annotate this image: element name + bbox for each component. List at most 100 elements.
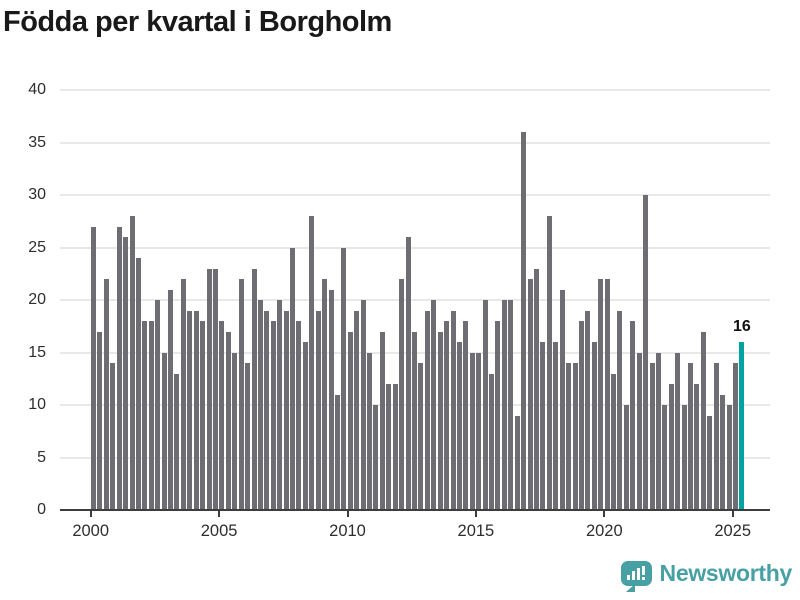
x-tick bbox=[603, 511, 606, 517]
bar bbox=[315, 310, 321, 510]
y-tick-label: 40 bbox=[28, 81, 46, 98]
bar bbox=[598, 279, 604, 510]
bar bbox=[559, 289, 565, 510]
bar bbox=[662, 405, 668, 510]
bar bbox=[328, 289, 334, 510]
y-tick-label: 35 bbox=[28, 133, 46, 151]
bar bbox=[129, 216, 135, 510]
bar bbox=[489, 373, 495, 510]
x-tick bbox=[474, 511, 477, 517]
bar bbox=[611, 373, 617, 510]
bar bbox=[482, 300, 488, 510]
bar bbox=[675, 352, 681, 510]
bar bbox=[540, 342, 546, 510]
bar bbox=[367, 352, 373, 510]
bar bbox=[200, 321, 206, 510]
chart-title: Födda per kvartal i Borgholm bbox=[3, 6, 392, 38]
bar bbox=[424, 310, 430, 510]
gridline bbox=[60, 141, 770, 144]
bar bbox=[123, 237, 129, 510]
bar bbox=[546, 216, 552, 510]
bar bbox=[392, 384, 398, 510]
bar bbox=[694, 384, 700, 510]
bar bbox=[219, 321, 225, 510]
bar bbox=[431, 300, 437, 510]
bar bbox=[309, 216, 315, 510]
x-tick-label: 2000 bbox=[72, 522, 110, 540]
bar bbox=[322, 279, 328, 510]
bar bbox=[533, 268, 539, 510]
bar bbox=[206, 268, 212, 510]
bar bbox=[174, 373, 180, 510]
gridline bbox=[60, 194, 770, 196]
x-tick bbox=[346, 511, 349, 517]
y-tick-label: 10 bbox=[28, 396, 46, 413]
x-tick bbox=[218, 511, 221, 517]
bar bbox=[553, 342, 559, 510]
y-tick-label: 20 bbox=[28, 291, 46, 308]
bar bbox=[617, 310, 623, 510]
bar bbox=[270, 321, 276, 510]
bar bbox=[495, 321, 501, 510]
bar bbox=[193, 310, 199, 510]
bar-value-label: 16 bbox=[733, 318, 751, 335]
bar bbox=[412, 331, 417, 510]
bar bbox=[283, 310, 289, 510]
bar bbox=[469, 352, 475, 510]
x-axis-line bbox=[60, 509, 770, 511]
bar bbox=[155, 300, 161, 510]
bar bbox=[334, 394, 340, 510]
x-tick-label: 2015 bbox=[457, 522, 495, 540]
bar bbox=[225, 331, 231, 510]
bar bbox=[623, 405, 629, 510]
x-tick-label: 2020 bbox=[585, 522, 623, 540]
bar bbox=[713, 363, 719, 510]
newsworthy-logo: Newsworthy bbox=[620, 560, 792, 592]
bar bbox=[360, 300, 366, 510]
bar bbox=[91, 226, 96, 510]
bar bbox=[161, 352, 167, 510]
bar bbox=[591, 342, 597, 510]
bar bbox=[527, 279, 533, 510]
bar bbox=[733, 363, 738, 510]
bar bbox=[302, 342, 308, 510]
bar bbox=[296, 321, 302, 510]
bar bbox=[180, 279, 186, 510]
bar bbox=[116, 226, 122, 510]
bar bbox=[386, 384, 392, 510]
bar bbox=[212, 268, 218, 510]
bar bbox=[142, 321, 148, 510]
bar bbox=[290, 247, 296, 510]
bar bbox=[681, 405, 687, 510]
bar bbox=[585, 310, 591, 510]
bar bbox=[135, 258, 141, 510]
x-tick bbox=[731, 511, 734, 517]
bar bbox=[688, 363, 694, 510]
bar bbox=[636, 352, 642, 510]
bar bbox=[508, 300, 514, 510]
bar bbox=[148, 321, 154, 510]
bar bbox=[501, 300, 507, 510]
bar bbox=[379, 331, 385, 510]
bar bbox=[277, 300, 283, 510]
bar bbox=[405, 237, 411, 510]
y-tick-label: 25 bbox=[28, 238, 46, 256]
bar bbox=[373, 405, 379, 510]
bar bbox=[476, 352, 482, 510]
bar bbox=[444, 321, 450, 510]
highlighted-bar bbox=[739, 342, 745, 510]
bar bbox=[572, 363, 578, 510]
bar bbox=[514, 415, 520, 510]
x-tick-label: 2010 bbox=[329, 522, 366, 540]
bar bbox=[97, 331, 103, 510]
gridline bbox=[60, 89, 770, 91]
bar bbox=[354, 310, 360, 510]
y-tick-label: 15 bbox=[28, 343, 46, 361]
bar bbox=[257, 300, 263, 510]
x-tick bbox=[89, 511, 92, 517]
bar bbox=[187, 310, 193, 510]
bar bbox=[566, 363, 572, 510]
gridline bbox=[60, 246, 770, 249]
bar bbox=[668, 384, 674, 510]
